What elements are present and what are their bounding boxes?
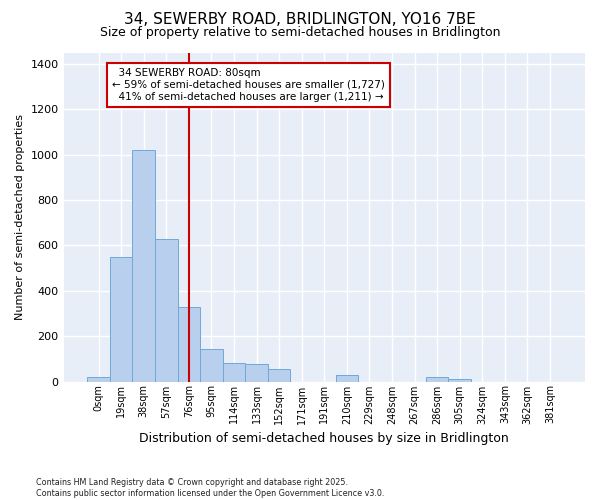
- Bar: [133, 150, 155, 382]
- Bar: [268, 369, 290, 382]
- Bar: [87, 377, 110, 382]
- X-axis label: Distribution of semi-detached houses by size in Bridlington: Distribution of semi-detached houses by …: [139, 432, 509, 445]
- Bar: [426, 377, 448, 382]
- Bar: [245, 364, 268, 382]
- Bar: [155, 238, 178, 382]
- Text: 34 SEWERBY ROAD: 80sqm
← 59% of semi-detached houses are smaller (1,727)
  41% o: 34 SEWERBY ROAD: 80sqm ← 59% of semi-det…: [112, 68, 385, 102]
- Text: Contains HM Land Registry data © Crown copyright and database right 2025.
Contai: Contains HM Land Registry data © Crown c…: [36, 478, 385, 498]
- Bar: [223, 362, 245, 382]
- Text: Size of property relative to semi-detached houses in Bridlington: Size of property relative to semi-detach…: [100, 26, 500, 39]
- Text: 34, SEWERBY ROAD, BRIDLINGTON, YO16 7BE: 34, SEWERBY ROAD, BRIDLINGTON, YO16 7BE: [124, 12, 476, 28]
- Bar: [448, 379, 471, 382]
- Bar: [200, 348, 223, 382]
- Bar: [178, 306, 200, 382]
- Bar: [335, 376, 358, 382]
- Bar: [110, 256, 133, 382]
- Y-axis label: Number of semi-detached properties: Number of semi-detached properties: [15, 114, 25, 320]
